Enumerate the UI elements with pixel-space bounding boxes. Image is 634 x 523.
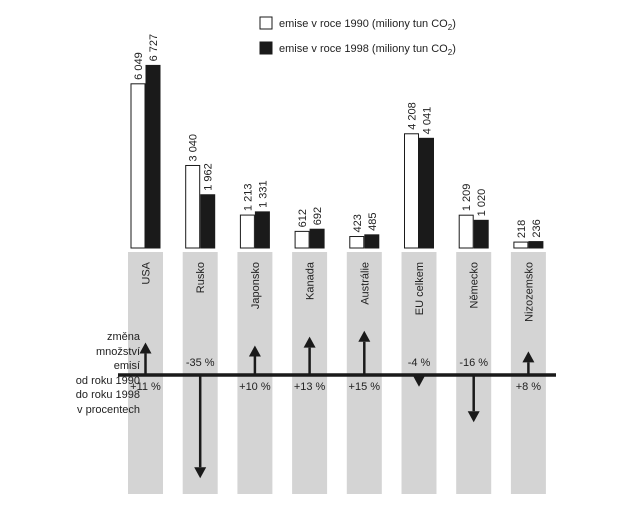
legend-label-1990: emise v roce 1990 (miliony tun CO2) <box>279 18 456 32</box>
change-arrow-head <box>413 375 425 387</box>
value-label-1998: 1 331 <box>257 180 269 208</box>
side-label-line-3: emisí <box>113 360 140 372</box>
category-label: Rusko <box>195 262 207 293</box>
category-label: Kanada <box>305 261 317 300</box>
side-label-line-2: množství <box>95 345 140 358</box>
value-label-1998: 4 041 <box>422 107 434 135</box>
change-label: -4 % <box>408 357 431 369</box>
side-label-line-5: do roku 1998 <box>75 389 140 401</box>
side-label-line-6: v procentech <box>77 403 140 416</box>
change-arrow-head <box>194 467 207 479</box>
bar-1990 <box>458 214 474 249</box>
value-label-1990: 1 213 <box>242 184 254 212</box>
bar-1998 <box>364 234 380 249</box>
value-label-1998: 1 020 <box>476 189 488 217</box>
bar-1998 <box>200 194 216 249</box>
value-label-1998: 692 <box>312 207 324 225</box>
category-label: Německo <box>469 262 481 308</box>
change-arrow-head <box>248 345 261 357</box>
change-arrow-head <box>467 411 480 423</box>
bar-1998 <box>309 228 325 249</box>
change-label: -16 % <box>459 357 488 369</box>
category-label: Nizozemsko <box>523 262 535 322</box>
category-label: Austrálie <box>359 262 371 305</box>
category-column <box>456 252 492 494</box>
change-label: -35 % <box>186 357 215 369</box>
bar-1990 <box>294 230 310 249</box>
value-label-1990: 612 <box>297 209 309 227</box>
change-arrow-head <box>139 342 152 354</box>
change-axis-label: změna množství emisí od roku 1990 do rok… <box>22 330 140 417</box>
change-label: +8 % <box>516 381 542 393</box>
bar-1990 <box>349 236 365 249</box>
change-label: +11 % <box>130 381 161 393</box>
value-label-1990: 1 209 <box>461 184 473 212</box>
change-arrow-head <box>358 330 371 342</box>
category-columns <box>128 252 546 494</box>
bar-1998 <box>254 211 270 249</box>
category-column <box>401 252 437 494</box>
category-labels: USA Rusko Japonsko Kanada Austrálie EU celkem… <box>141 261 536 322</box>
bar-1990 <box>239 214 255 249</box>
change-arrows <box>139 330 535 479</box>
change-label: +15 % <box>349 381 381 393</box>
category-label: EU celkem <box>414 262 426 315</box>
side-label-line-1: změna <box>106 331 140 343</box>
change-labels: +11 % -35 % +10 % +13 % +15 % -4 % -16 % +8 % <box>130 357 541 393</box>
value-label-1990: 4 208 <box>407 102 419 130</box>
bar-1998 <box>473 219 489 249</box>
value-label-1998: 485 <box>367 212 379 230</box>
bar-1998 <box>528 241 544 249</box>
change-label: +10 % <box>239 381 271 393</box>
bars <box>130 64 544 249</box>
value-label-1998: 6 727 <box>148 34 160 62</box>
bar-1990 <box>185 164 201 249</box>
bar-1998 <box>145 64 161 249</box>
side-label-line-4: od roku 1990 <box>75 374 140 387</box>
bar-1990 <box>513 241 529 249</box>
category-label: Japonsko <box>250 262 262 309</box>
value-label-1990: 423 <box>352 214 364 232</box>
value-label-1998: 1 962 <box>203 163 215 191</box>
value-label-1990: 3 040 <box>188 134 200 162</box>
legend-label-1998: emise v roce 1998 (miliony tun CO2) <box>279 43 456 57</box>
bar-1990 <box>404 133 419 249</box>
change-arrow-head <box>522 351 535 363</box>
category-label: USA <box>141 261 153 284</box>
value-label-1998: 236 <box>531 219 543 237</box>
legend-swatch-1998 <box>259 41 273 55</box>
bar-1998 <box>419 137 434 249</box>
change-arrow-head <box>303 336 316 348</box>
bar-1990 <box>130 83 146 249</box>
legend: emise v roce 1990 (miliony tun CO2) emise… <box>259 16 456 57</box>
legend-swatch-1990 <box>259 16 273 30</box>
change-label: +13 % <box>294 381 326 393</box>
value-label-1990: 218 <box>516 220 528 238</box>
value-label-1990: 6 049 <box>133 52 145 80</box>
